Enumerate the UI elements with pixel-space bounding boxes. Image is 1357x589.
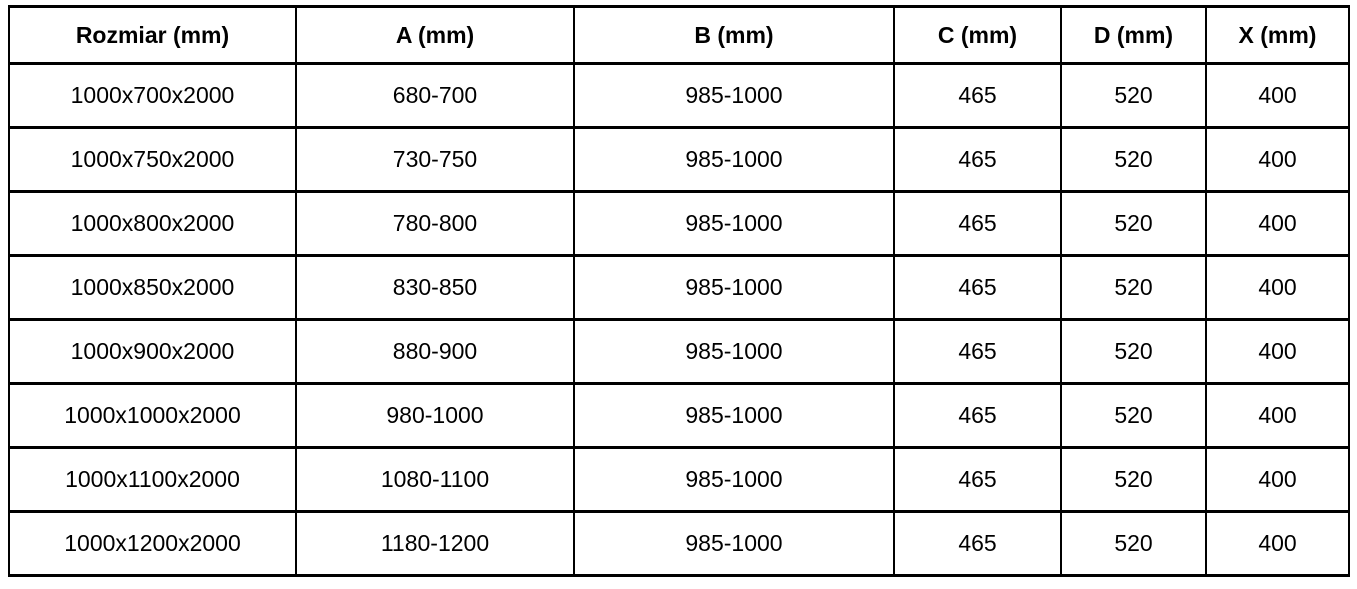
table-row: 1000x1000x2000 980-1000 985-1000 465 520 400 <box>8 382 1350 449</box>
column-header-b: B (mm) <box>573 5 895 65</box>
table-cell: 400 <box>1205 126 1350 193</box>
table-cell: 465 <box>893 382 1062 449</box>
table-cell: 520 <box>1060 382 1207 449</box>
column-header-rozmiar: Rozmiar (mm) <box>8 5 297 65</box>
table-row: 1000x750x2000 730-750 985-1000 465 520 400 <box>8 126 1350 193</box>
table-cell: 980-1000 <box>295 382 575 449</box>
table-cell: 520 <box>1060 126 1207 193</box>
column-header-d: D (mm) <box>1060 5 1207 65</box>
table-cell: 880-900 <box>295 318 575 385</box>
table-cell: 1000x800x2000 <box>8 190 297 257</box>
table-cell: 465 <box>893 446 1062 513</box>
table-row: 1000x800x2000 780-800 985-1000 465 520 400 <box>8 190 1350 257</box>
table-cell: 400 <box>1205 446 1350 513</box>
dimensions-table: Rozmiar (mm) A (mm) B (mm) C (mm) D (mm)… <box>8 5 1350 577</box>
table-cell: 1000x900x2000 <box>8 318 297 385</box>
table-cell: 520 <box>1060 446 1207 513</box>
table-cell: 465 <box>893 62 1062 129</box>
table-cell: 680-700 <box>295 62 575 129</box>
table-cell: 465 <box>893 318 1062 385</box>
table-cell: 400 <box>1205 190 1350 257</box>
table-cell: 985-1000 <box>573 62 895 129</box>
table-cell: 985-1000 <box>573 446 895 513</box>
table-cell: 730-750 <box>295 126 575 193</box>
table-cell: 1000x850x2000 <box>8 254 297 321</box>
table-cell: 465 <box>893 510 1062 577</box>
table-cell: 1080-1100 <box>295 446 575 513</box>
table-cell: 400 <box>1205 62 1350 129</box>
header-row: Rozmiar (mm) A (mm) B (mm) C (mm) D (mm)… <box>8 5 1350 65</box>
table-cell: 1000x1000x2000 <box>8 382 297 449</box>
table-cell: 780-800 <box>295 190 575 257</box>
table-cell: 985-1000 <box>573 254 895 321</box>
table-cell: 520 <box>1060 190 1207 257</box>
table-cell: 465 <box>893 190 1062 257</box>
table-row: 1000x850x2000 830-850 985-1000 465 520 400 <box>8 254 1350 321</box>
table-cell: 520 <box>1060 254 1207 321</box>
table-row: 1000x1200x2000 1180-1200 985-1000 465 520 400 <box>8 510 1350 577</box>
table-cell: 1000x1200x2000 <box>8 510 297 577</box>
table-cell: 400 <box>1205 510 1350 577</box>
table-cell: 520 <box>1060 318 1207 385</box>
table-cell: 520 <box>1060 62 1207 129</box>
table-cell: 1180-1200 <box>295 510 575 577</box>
table-cell: 465 <box>893 254 1062 321</box>
table-row: 1000x700x2000 680-700 985-1000 465 520 400 <box>8 62 1350 129</box>
table-cell: 985-1000 <box>573 190 895 257</box>
table-cell: 830-850 <box>295 254 575 321</box>
table-cell: 985-1000 <box>573 126 895 193</box>
table-cell: 400 <box>1205 254 1350 321</box>
table-cell: 985-1000 <box>573 510 895 577</box>
table-cell: 985-1000 <box>573 382 895 449</box>
table-cell: 465 <box>893 126 1062 193</box>
column-header-c: C (mm) <box>893 5 1062 65</box>
table-cell: 985-1000 <box>573 318 895 385</box>
table-row: 1000x1100x2000 1080-1100 985-1000 465 520 400 <box>8 446 1350 513</box>
column-header-a: A (mm) <box>295 5 575 65</box>
table-row: 1000x900x2000 880-900 985-1000 465 520 400 <box>8 318 1350 385</box>
table-body: 1000x700x2000 680-700 985-1000 465 520 400 100… <box>8 62 1350 577</box>
table-cell: 400 <box>1205 318 1350 385</box>
table-cell: 1000x1100x2000 <box>8 446 297 513</box>
table-cell: 400 <box>1205 382 1350 449</box>
table-cell: 1000x750x2000 <box>8 126 297 193</box>
table-cell: 520 <box>1060 510 1207 577</box>
table-cell: 1000x700x2000 <box>8 62 297 129</box>
column-header-x: X (mm) <box>1205 5 1350 65</box>
